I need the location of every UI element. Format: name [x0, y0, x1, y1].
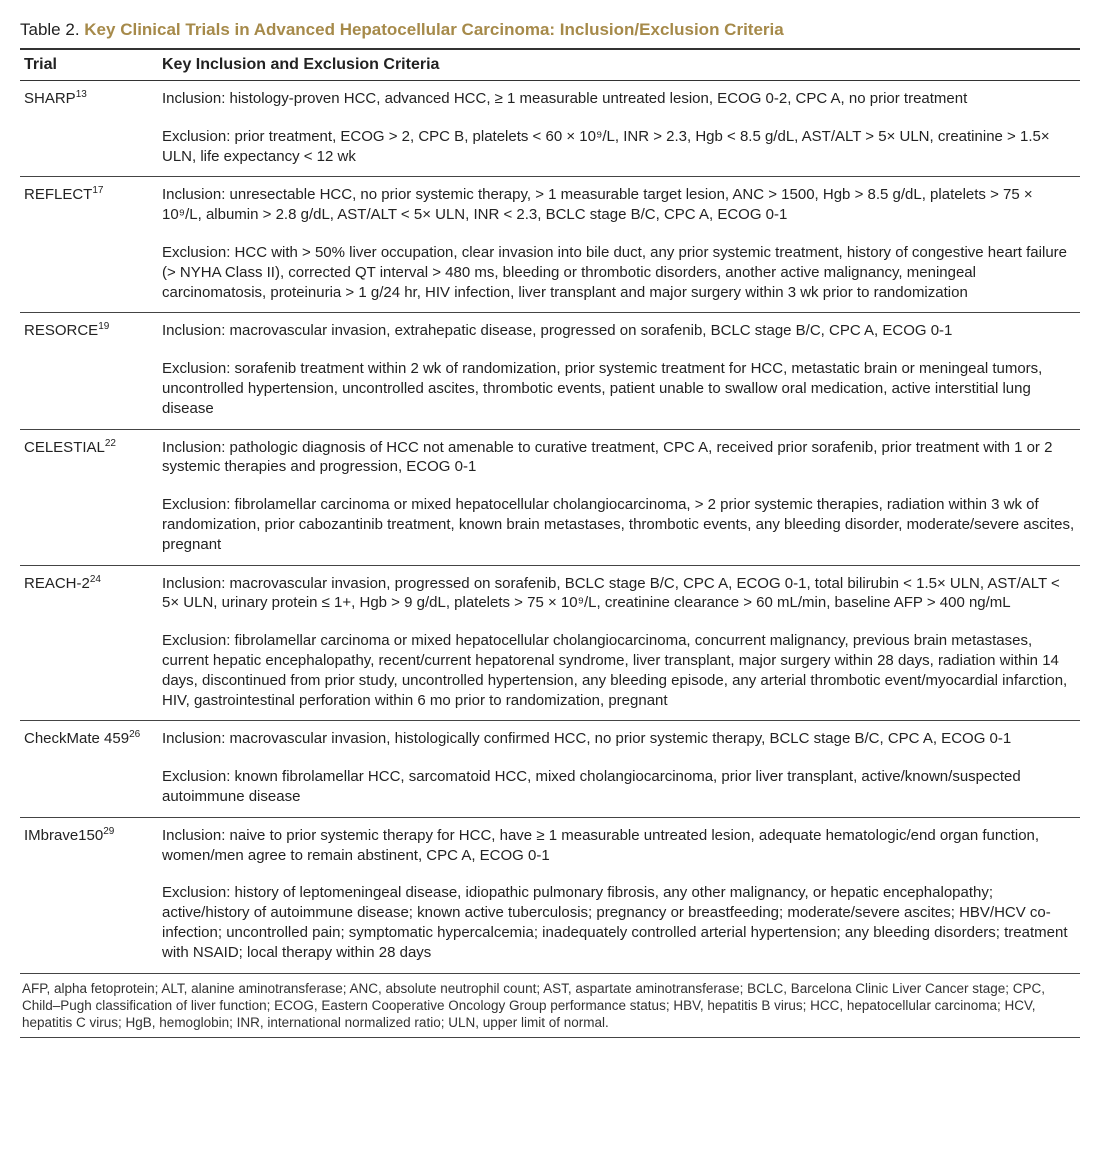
- table-row: Exclusion: sorafenib treatment within 2 …: [20, 351, 1080, 429]
- table-label: Table 2.: [20, 20, 80, 39]
- table-row: Exclusion: prior treatment, ECOG > 2, CP…: [20, 119, 1080, 177]
- table-row: Exclusion: history of leptomeningeal dis…: [20, 875, 1080, 972]
- trial-name-cell: RESORCE19: [20, 313, 158, 429]
- trial-name: IMbrave150: [24, 827, 103, 844]
- trial-name-cell: CheckMate 45926: [20, 721, 158, 817]
- inclusion-cell: Inclusion: histology-proven HCC, advance…: [158, 81, 1080, 119]
- table-row: REACH-224 Inclusion: macrovascular invasi…: [20, 565, 1080, 623]
- inclusion-cell: Inclusion: macrovascular invasion, progr…: [158, 565, 1080, 623]
- trial-ref: 13: [76, 89, 87, 100]
- exclusion-cell: Exclusion: known fibrolamellar HCC, sarc…: [158, 759, 1080, 817]
- col-header-criteria: Key Inclusion and Exclusion Criteria: [158, 49, 1080, 81]
- table-row: RESORCE19 Inclusion: macrovascular invasi…: [20, 313, 1080, 351]
- trial-ref: 17: [92, 185, 103, 196]
- inclusion-cell: Inclusion: macrovascular invasion, extra…: [158, 313, 1080, 351]
- trial-name-cell: CELESTIAL22: [20, 429, 158, 565]
- trial-name-cell: REFLECT17: [20, 177, 158, 313]
- trial-name-cell: IMbrave15029: [20, 817, 158, 972]
- col-header-trial: Trial: [20, 49, 158, 81]
- exclusion-cell: Exclusion: fibrolamellar carcinoma or mi…: [158, 487, 1080, 565]
- trial-name-cell: SHARP13: [20, 81, 158, 177]
- table-caption: Table 2. Key Clinical Trials in Advanced…: [20, 20, 1080, 48]
- trial-name: RESORCE: [24, 322, 98, 339]
- exclusion-cell: Exclusion: sorafenib treatment within 2 …: [158, 351, 1080, 429]
- trial-name: REACH-2: [24, 575, 90, 592]
- exclusion-cell: Exclusion: history of leptomeningeal dis…: [158, 875, 1080, 972]
- table-row: Exclusion: known fibrolamellar HCC, sarc…: [20, 759, 1080, 817]
- table-row: Exclusion: HCC with > 50% liver occupati…: [20, 235, 1080, 313]
- trial-name: REFLECT: [24, 186, 92, 203]
- clinical-trials-table: Trial Key Inclusion and Exclusion Criter…: [20, 48, 1080, 973]
- inclusion-cell: Inclusion: pathologic diagnosis of HCC n…: [158, 429, 1080, 487]
- exclusion-cell: Exclusion: HCC with > 50% liver occupati…: [158, 235, 1080, 313]
- trial-name: SHARP: [24, 90, 76, 107]
- trial-name: CheckMate 459: [24, 730, 129, 747]
- trial-name-cell: REACH-224: [20, 565, 158, 721]
- table-row: CheckMate 45926 Inclusion: macrovascular …: [20, 721, 1080, 759]
- table-row: CELESTIAL22 Inclusion: pathologic diagnos…: [20, 429, 1080, 487]
- exclusion-cell: Exclusion: fibrolamellar carcinoma or mi…: [158, 623, 1080, 721]
- trial-ref: 29: [103, 826, 114, 837]
- inclusion-cell: Inclusion: naive to prior systemic thera…: [158, 817, 1080, 875]
- table-row: Exclusion: fibrolamellar carcinoma or mi…: [20, 487, 1080, 565]
- inclusion-cell: Inclusion: macrovascular invasion, histo…: [158, 721, 1080, 759]
- inclusion-cell: Inclusion: unresectable HCC, no prior sy…: [158, 177, 1080, 235]
- trial-ref: 26: [129, 729, 140, 740]
- trial-name: CELESTIAL: [24, 439, 105, 456]
- table-title: Key Clinical Trials in Advanced Hepatoce…: [84, 20, 783, 39]
- table-row: REFLECT17 Inclusion: unresectable HCC, no…: [20, 177, 1080, 235]
- table-row: Exclusion: fibrolamellar carcinoma or mi…: [20, 623, 1080, 721]
- exclusion-cell: Exclusion: prior treatment, ECOG > 2, CP…: [158, 119, 1080, 177]
- table-footnote: AFP, alpha fetoprotein; ALT, alanine ami…: [20, 973, 1080, 1039]
- trial-ref: 24: [90, 574, 101, 585]
- trial-ref: 22: [105, 438, 116, 449]
- table-row: SHARP13 Inclusion: histology-proven HCC, …: [20, 81, 1080, 119]
- table-row: IMbrave15029 Inclusion: naive to prior sy…: [20, 817, 1080, 875]
- trial-ref: 19: [98, 321, 109, 332]
